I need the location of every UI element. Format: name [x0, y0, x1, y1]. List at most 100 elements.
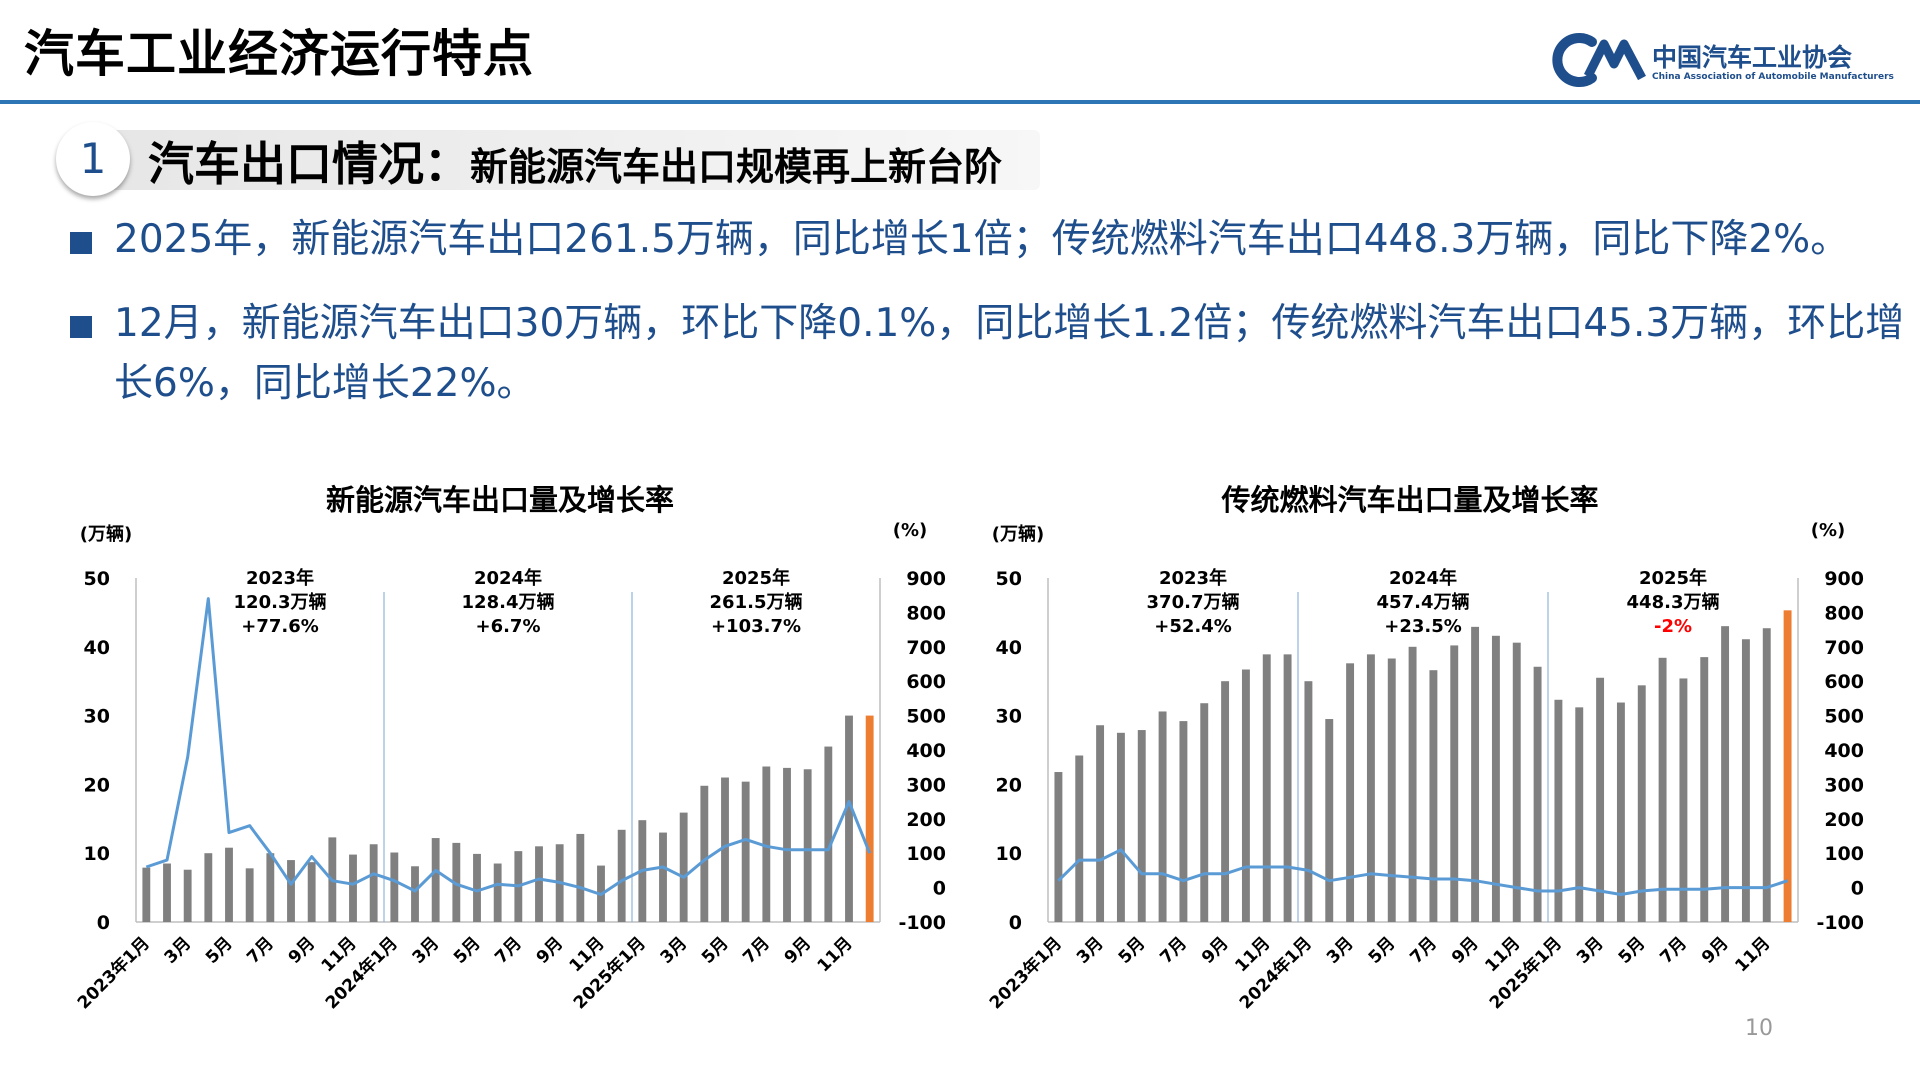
chart-bar [1137, 730, 1146, 922]
chart-bar [183, 869, 192, 922]
y-axis-left-label: (万辆) [80, 523, 132, 545]
y-tick-right-label: 0 [1851, 878, 1864, 900]
chart-bar [845, 715, 853, 922]
chart-nev-export: 新能源汽车出口量及增长率 (万辆) (%) 0 10 20 30 40 50 -100 0 100 20… [40, 470, 1000, 1030]
y-tick-right-label: -100 [1816, 912, 1864, 934]
annotation-growth: +52.4% [1154, 616, 1232, 637]
chart-bar [287, 860, 295, 922]
chart-bar [617, 829, 626, 922]
y-tick-right-label: 200 [1824, 809, 1864, 831]
x-tick-label: 9月 [1698, 933, 1733, 968]
chart-bar [473, 853, 481, 922]
x-tick-label: 7月 [491, 933, 526, 968]
bullet-square-icon [70, 232, 92, 254]
chart-bar [1054, 772, 1063, 922]
chart-bar [1596, 677, 1605, 922]
chart-bar [1533, 666, 1542, 922]
chart-bar [1304, 681, 1313, 922]
x-tick-label: 9月 [285, 933, 320, 968]
y-tick-right-label: 800 [906, 602, 946, 624]
y-tick-left-label: 30 [996, 706, 1022, 728]
chart-bar [1616, 702, 1625, 922]
chart-bar [1554, 699, 1563, 922]
cam-logo: 中国汽车工业协会 China Association of Automobile… [1552, 30, 1894, 90]
chart-bar [1366, 654, 1375, 922]
chart-bar [1262, 654, 1271, 922]
x-tick-label: 7月 [1406, 933, 1441, 968]
bullet-item-2: 12月，新能源汽车出口30万辆，环比下降0.1%，同比增长1.2倍；传统燃料汽车… [70, 294, 1904, 414]
page-title: 汽车工业经济运行特点 [24, 25, 534, 83]
annotation-year: 2024年 [1389, 567, 1457, 589]
x-tick-label: 7月 [1156, 933, 1191, 968]
y-tick-left-label: 0 [1009, 912, 1022, 934]
chart-bar [783, 767, 791, 922]
chart-bar [431, 838, 440, 922]
x-tick-label: 11月 [1731, 933, 1774, 976]
x-tick-label: 3月 [161, 933, 196, 968]
x-tick-label: 3月 [1073, 933, 1108, 968]
chart-bar [1221, 681, 1230, 922]
y-tick-right-label: 900 [1824, 568, 1864, 590]
chart-bar [1387, 658, 1396, 922]
chart-bar [1200, 703, 1209, 922]
chart-bar [1096, 725, 1105, 922]
chart-bar [1512, 642, 1521, 922]
annotation-year: 2023年 [246, 567, 314, 589]
x-tick-label: 3月 [657, 933, 692, 968]
annotation-growth: +23.5% [1384, 616, 1462, 637]
x-tick-label: 2023年1月 [985, 933, 1066, 1014]
chart-bar [721, 777, 729, 922]
y-axis-left-label: (万辆) [992, 523, 1044, 545]
page-number: 10 [1745, 1016, 1773, 1041]
section-title: 汽车出口情况：新能源汽车出口规模再上新台阶 [148, 128, 1002, 194]
chart-bar [369, 844, 378, 922]
chart-title: 传统燃料汽车出口量及增长率 [1220, 483, 1598, 517]
x-tick-label: 5月 [202, 933, 237, 968]
x-tick-label: 3月 [1323, 933, 1358, 968]
chart-bar [1658, 657, 1667, 922]
chart-bar [163, 863, 171, 922]
y-tick-right-label: 600 [1824, 671, 1864, 693]
y-tick-right-label: 800 [1824, 602, 1864, 624]
chart-ice-export: 传统燃料汽车出口量及增长率 (万辆) (%) 0 10 20 30 40 50 -100 0 100 2… [950, 470, 1910, 1030]
annotation-year: 2023年 [1159, 567, 1227, 589]
chart-bar [1783, 610, 1792, 922]
x-tick-label: 7月 [243, 933, 278, 968]
x-tick-label: 7月 [1656, 933, 1691, 968]
x-tick-label: 9月 [1448, 933, 1483, 968]
y-tick-left-label: 50 [84, 568, 110, 590]
chart-bar [1158, 711, 1167, 922]
chart-bar [1721, 626, 1730, 922]
y-tick-left-label: 20 [996, 774, 1022, 796]
logo-en-text: China Association of Automobile Manufact… [1652, 72, 1894, 82]
chart-nev-svg: 新能源汽车出口量及增长率 (万辆) (%) 0 10 20 30 40 50 -100 0 100 20… [73, 483, 946, 1013]
y-tick-right-label: -100 [898, 912, 946, 934]
chart-bar [204, 853, 213, 922]
y-tick-right-label: 600 [906, 671, 946, 693]
y-tick-left-label: 30 [84, 706, 110, 728]
y-tick-right-label: 300 [1824, 774, 1864, 796]
chart-bar [307, 862, 316, 922]
x-tick-label: 9月 [533, 933, 568, 968]
chart-bar [824, 746, 833, 922]
chart-bar [576, 833, 585, 922]
x-tick-label: 5月 [698, 933, 733, 968]
chart-bar [245, 868, 254, 922]
chart-bar [865, 715, 874, 922]
chart-bar [741, 781, 750, 922]
chart-bar [1637, 685, 1646, 922]
chart-bar [762, 766, 771, 922]
annotation-growth: -2% [1654, 616, 1692, 637]
annotation-total: 128.4万辆 [462, 591, 555, 613]
x-tick-label: 5月 [1365, 933, 1400, 968]
annotation-total: 457.4万辆 [1377, 591, 1470, 613]
section-subtitle: 新能源汽车出口规模再上新台阶 [470, 145, 1003, 189]
x-tick-label: 9月 [781, 933, 816, 968]
y-tick-left-label: 0 [97, 912, 110, 934]
annotation-growth: +77.6% [241, 616, 319, 637]
y-tick-right-label: 400 [1824, 740, 1864, 762]
chart-bar [225, 847, 233, 922]
chart-title: 新能源汽车出口量及增长率 [326, 483, 674, 517]
chart-bar [1241, 669, 1250, 922]
chart-bar [803, 769, 812, 922]
